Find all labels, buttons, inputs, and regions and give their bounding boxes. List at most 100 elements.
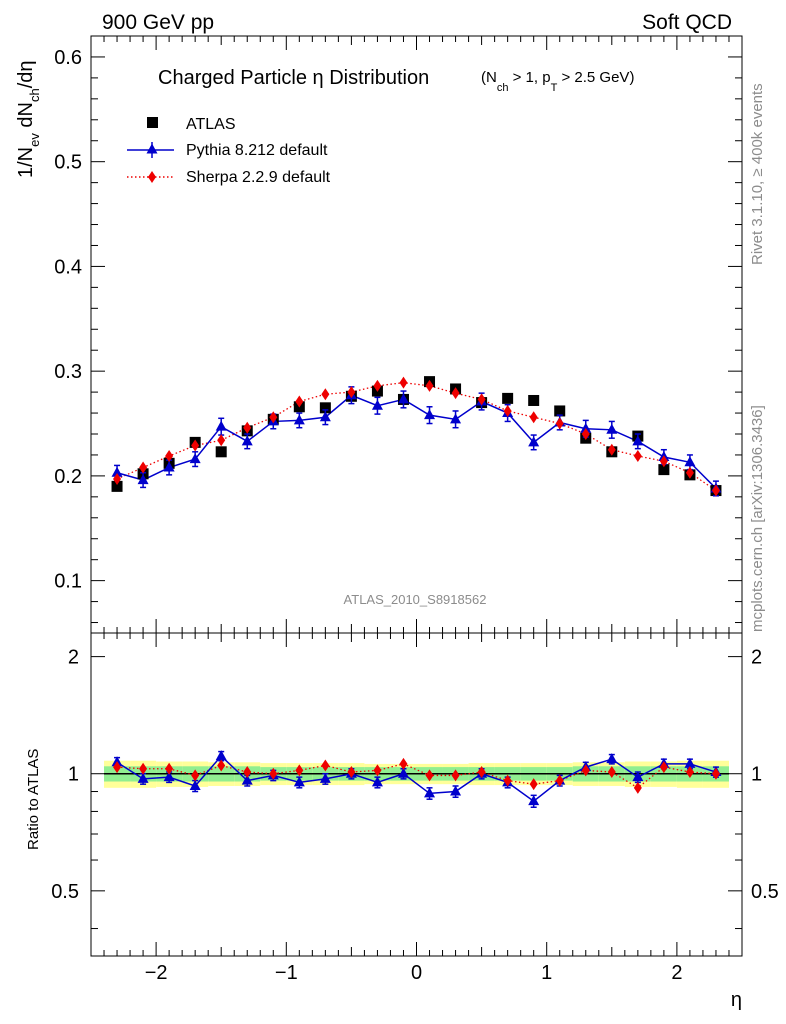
- main-ytick-label: 0.5: [54, 152, 82, 174]
- atlas-point: [502, 392, 514, 404]
- ratio-pythia-point: [424, 787, 436, 798]
- ratio-sherpa-point: [347, 766, 356, 779]
- ratio-pythia-point: [684, 757, 696, 768]
- pythia-point: [137, 474, 149, 485]
- ratio-pythia-point: [397, 767, 409, 778]
- ratio-sherpa-point: [191, 769, 200, 782]
- sherpa-point: [217, 434, 226, 447]
- sherpa-point: [503, 404, 512, 417]
- pythia-point: [580, 422, 592, 433]
- ratio-sherpa-point: [685, 766, 694, 779]
- main-data-layer: [111, 376, 722, 497]
- ratio-xtick-label: −2: [145, 962, 168, 984]
- legend-pythia-label: Pythia 8.212 default: [186, 142, 328, 159]
- sherpa-point: [555, 417, 564, 430]
- ratio-data-layer: [111, 750, 722, 809]
- legend-sherpa-marker: [148, 171, 156, 183]
- sherpa-point: [295, 395, 304, 408]
- main-panel: 0.1 0.2 0.3 0.4 0.5 0.6 Charged Particle η Di…: [15, 35, 743, 634]
- ratio-pythia-point: [606, 753, 618, 764]
- sherpa-point: [139, 461, 148, 474]
- main-ytick-label: 0.3: [54, 361, 82, 383]
- ratio-xtick-label: 2: [671, 962, 682, 984]
- analysis-id-text: ATLAS_2010_S8918562: [344, 592, 487, 607]
- sherpa-point: [399, 376, 408, 389]
- pythia-line: [116, 394, 717, 489]
- legend-atlas-label: ATLAS: [186, 116, 236, 133]
- rivet-version-text: Rivet 3.1.10, ≥ 400k events: [749, 83, 766, 265]
- sherpa-point: [711, 484, 720, 497]
- legend-pythia-marker: [146, 143, 158, 154]
- ratio-sherpa-point: [165, 762, 174, 775]
- pythia-point: [189, 453, 201, 464]
- ratio-sherpa-point: [243, 766, 252, 779]
- ratio-xtick-label: 0: [411, 962, 422, 984]
- pythia-point: [241, 435, 253, 446]
- ratio-sherpa-point: [373, 764, 382, 777]
- sherpa-point: [165, 449, 174, 462]
- sherpa-point: [269, 411, 278, 424]
- sherpa-point: [347, 386, 356, 399]
- ratio-pythia-point: [189, 779, 201, 790]
- ratio-sherpa-point: [581, 764, 590, 777]
- chart-title-text: Charged Particle η Distribution: [158, 67, 429, 89]
- main-ytick-label: 0.2: [54, 466, 82, 488]
- legend-atlas-marker: [147, 117, 158, 128]
- ratio-sherpa-point: [659, 761, 668, 774]
- pythia-point: [293, 414, 305, 425]
- ratio-pythia-point: [319, 772, 331, 783]
- ratio-sherpa-point: [503, 774, 512, 787]
- atlas-point: [528, 394, 540, 406]
- pythia-point: [397, 393, 409, 404]
- ratio-sherpa-point: [139, 762, 148, 775]
- sherpa-point: [451, 387, 460, 400]
- ratio-pythia-point: [293, 776, 305, 787]
- chart-title-cuts: (Nch > 1, pT > 2.5 GeV): [481, 69, 634, 94]
- ratio-y-ticks: 0.5 0.5 1 1 2 2: [51, 647, 779, 930]
- sherpa-point: [529, 411, 538, 424]
- ratio-sherpa-point: [321, 759, 330, 772]
- ratio-pythia-point: [528, 795, 540, 806]
- atlas-point: [111, 480, 123, 492]
- ratio-plot-frame: [90, 632, 743, 957]
- ratio-ytick-label-right: 1: [751, 764, 762, 786]
- pythia-point: [424, 409, 436, 420]
- ratio-y-axis-label: Ratio to ATLAS: [25, 749, 42, 850]
- ratio-sherpa-point: [477, 766, 486, 779]
- main-ytick-label: 0.4: [54, 256, 82, 278]
- main-ytick-label: 0.1: [54, 571, 82, 593]
- sherpa-point: [607, 443, 616, 456]
- sherpa-point: [685, 466, 694, 479]
- sherpa-point: [113, 473, 122, 486]
- ratio-x-ticks: −2 −1 0 1 2: [103, 633, 730, 984]
- pythia-point: [163, 461, 175, 472]
- pythia-point: [215, 420, 227, 431]
- pythia-point: [319, 411, 331, 422]
- sherpa-point: [659, 455, 668, 468]
- ratio-ytick-label-right: 0.5: [751, 881, 779, 903]
- pythia-point: [632, 435, 644, 446]
- pythia-point: [606, 423, 618, 434]
- sherpa-point: [373, 379, 382, 392]
- ratio-pythia-point: [163, 771, 175, 782]
- ratio-panel: 0.5 0.5 1 1 2 2 −2 −1 0 1 2 Ratio to ATLAS η: [25, 632, 779, 1011]
- ratio-ytick-label-right: 2: [751, 647, 762, 669]
- main-y-ticks: 0.1 0.2 0.3 0.4 0.5 0.6: [54, 35, 742, 624]
- sherpa-point: [633, 449, 642, 462]
- legend: ATLAS Pythia 8.212 default Sherpa 2.2.9 …: [127, 116, 331, 186]
- ratio-sherpa-point: [269, 767, 278, 780]
- ratio-sherpa-point: [529, 778, 538, 791]
- ratio-sherpa-point: [425, 769, 434, 782]
- ratio-ytick-label-left: 0.5: [51, 881, 79, 903]
- ratio-sherpa-point: [295, 764, 304, 777]
- ratio-sherpa-line: [116, 763, 717, 789]
- pythia-point: [684, 456, 696, 467]
- pythia-point: [111, 466, 123, 477]
- ratio-sherpa-point: [399, 757, 408, 770]
- chart-title: Charged Particle η Distribution: [158, 67, 429, 89]
- ratio-pythia-point: [371, 776, 383, 787]
- pythia-point: [528, 436, 540, 447]
- sherpa-point: [425, 379, 434, 392]
- ratio-pythia-point: [215, 750, 227, 761]
